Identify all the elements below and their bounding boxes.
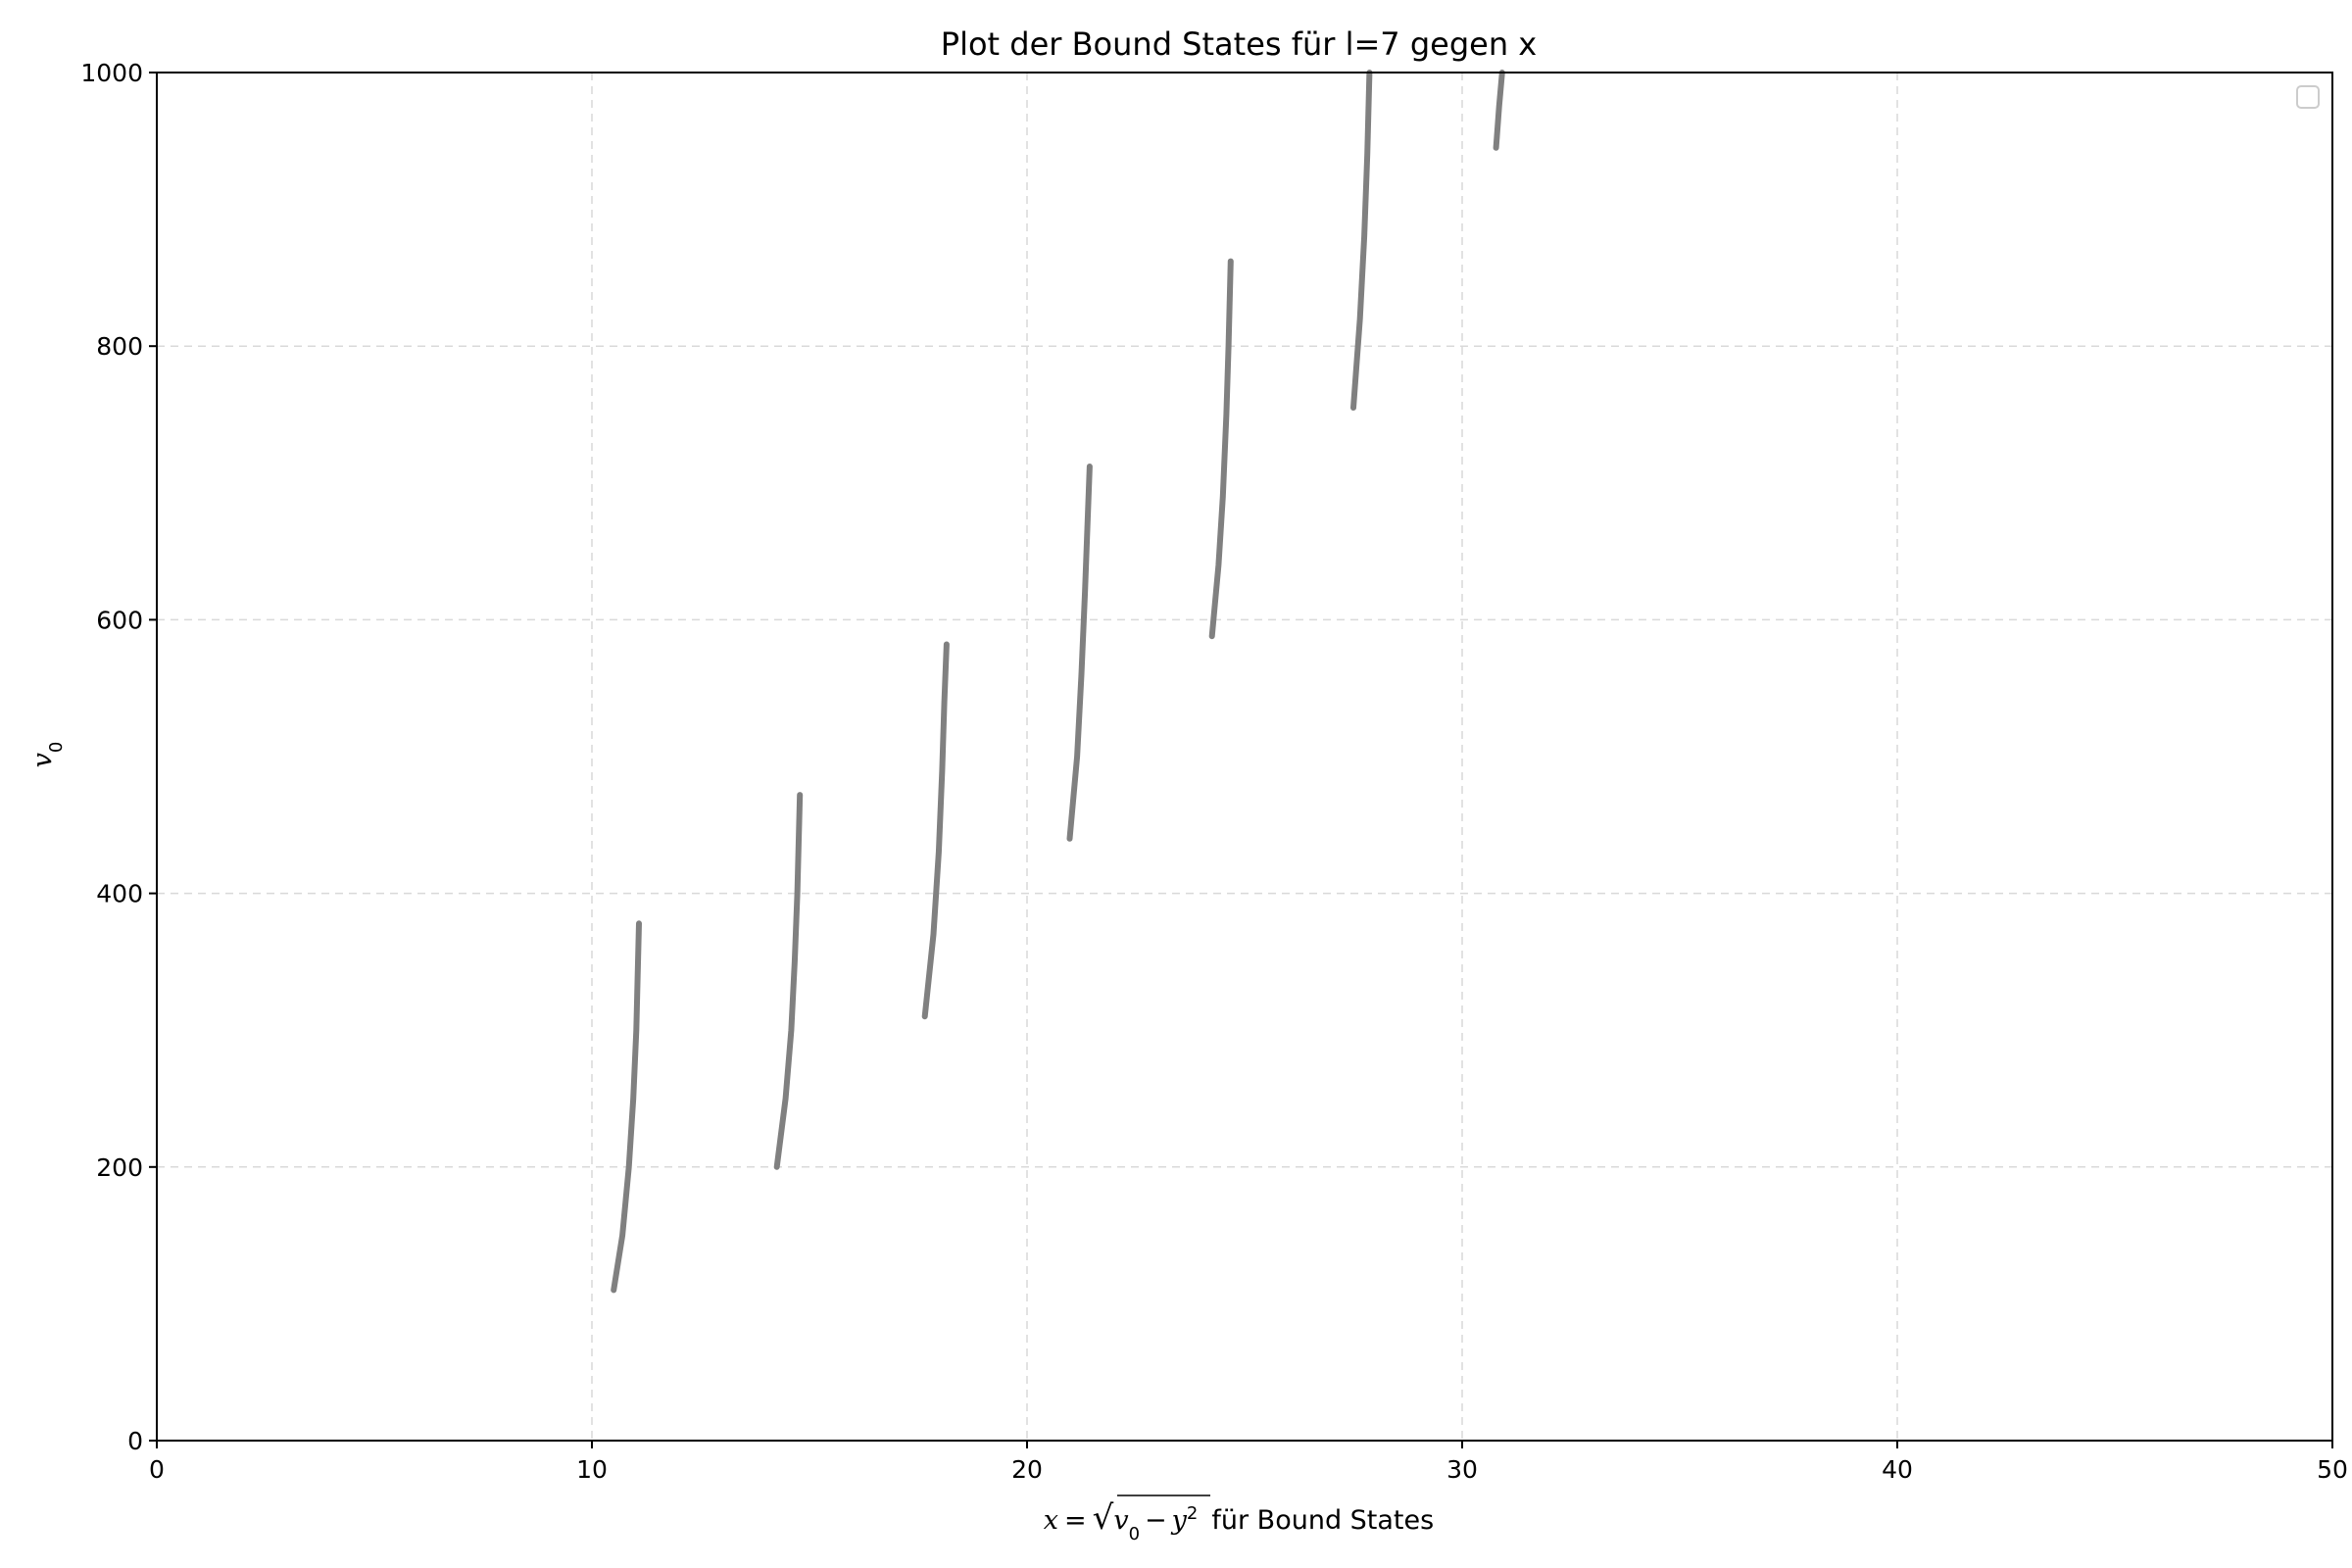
y-tick-label: 400 (96, 880, 143, 908)
x-tick-label: 50 (2317, 1455, 2348, 1484)
chart-title: Plot der Bound States für l=7 gegen x (941, 25, 1537, 63)
bound-state-branch-1 (611, 920, 642, 1294)
ticks: 0 10 20 30 40 50 0 200 400 600 800 1000 (80, 59, 2348, 1484)
bound-state-branch-6 (1350, 70, 1373, 411)
y-tick-label: 1000 (80, 59, 143, 87)
x-axis-label: x = √v0− y2 für Bound States (1044, 1498, 1434, 1544)
bound-state-branch-4 (1066, 464, 1093, 842)
bound-state-branch-7 (1493, 70, 1505, 151)
legend-box (2296, 85, 2320, 109)
bound-state-branch-2 (773, 792, 804, 1170)
x-tick-label: 10 (576, 1455, 608, 1484)
y-tick-label: 800 (96, 332, 143, 361)
grid (157, 73, 2332, 1441)
series-group (611, 70, 1505, 1294)
y-tick-label: 0 (127, 1427, 143, 1455)
y-tick-label: 600 (96, 606, 143, 634)
y-tick-label: 200 (96, 1153, 143, 1182)
plot-frame (156, 72, 2333, 1442)
x-tick-label: 30 (1446, 1455, 1478, 1484)
bound-state-branch-3 (921, 641, 950, 1020)
y-axis-label: v0 (27, 742, 67, 768)
x-tick-label: 0 (149, 1455, 165, 1484)
x-tick-label: 40 (1882, 1455, 1913, 1484)
bound-state-branch-5 (1208, 258, 1234, 640)
x-tick-label: 20 (1011, 1455, 1043, 1484)
